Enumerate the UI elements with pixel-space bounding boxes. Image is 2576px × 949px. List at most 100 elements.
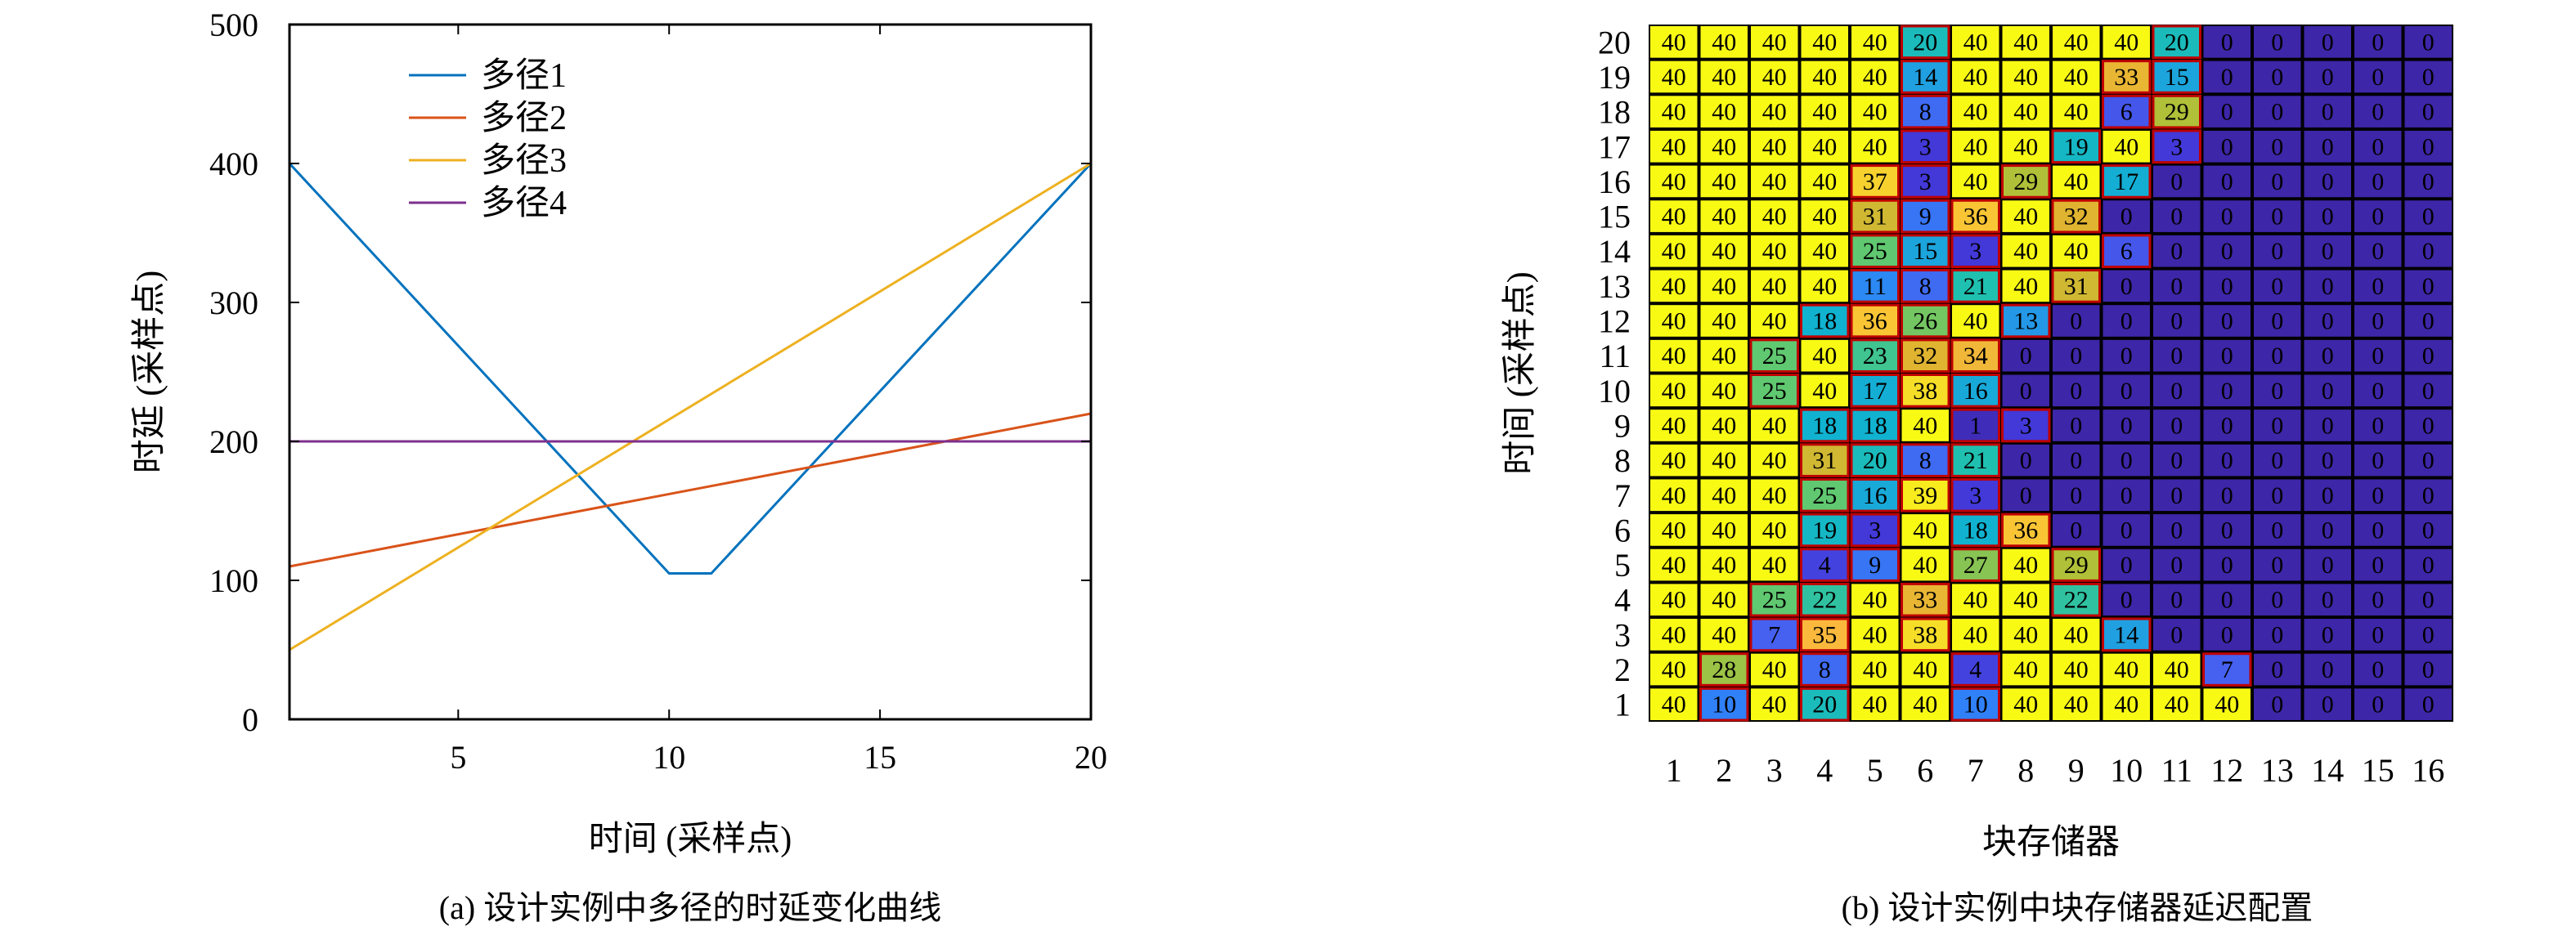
heatmap-cell-value: 9 bbox=[1919, 204, 1932, 231]
heatmap-cell bbox=[1700, 60, 1748, 93]
heatmap-cell-value: 0 bbox=[2221, 308, 2233, 335]
heatmap-cell bbox=[2254, 26, 2301, 58]
heatmap-cell bbox=[1699, 652, 1749, 687]
heatmap-cell bbox=[1851, 619, 1899, 651]
heatmap-cell bbox=[1851, 60, 1899, 93]
heatmap-cell-value: 40 bbox=[1812, 133, 1837, 160]
heatmap-cell-value: 18 bbox=[1812, 308, 1837, 335]
heatmap-cell-value: 0 bbox=[2070, 378, 2082, 405]
heatmap-cell bbox=[2254, 514, 2301, 546]
heatmap-cell bbox=[1850, 164, 1900, 199]
heatmap-cell bbox=[1851, 653, 1899, 686]
heatmap-cell bbox=[2354, 165, 2402, 198]
heatmap-cell bbox=[1901, 410, 1949, 441]
heatmap-cell-value: 40 bbox=[2013, 64, 2038, 91]
heatmap-cell-value: 29 bbox=[2165, 99, 2189, 126]
heatmap-cell bbox=[2103, 374, 2150, 407]
heatmap-cell bbox=[1751, 444, 1798, 477]
heatmap-cell-value: 0 bbox=[2271, 342, 2283, 369]
heatmap-cell bbox=[1650, 584, 1698, 616]
heatmap-cell-value: 0 bbox=[2271, 308, 2283, 335]
heatmap-cell-value: 0 bbox=[2170, 447, 2183, 474]
heatmap-cell-value: 40 bbox=[1762, 692, 1787, 718]
heatmap-cell bbox=[2153, 339, 2201, 372]
heatmap-cell-value: 40 bbox=[1762, 482, 1787, 509]
x-tick-label: 20 bbox=[1075, 739, 1107, 776]
heatmap-cell-value: 40 bbox=[1662, 412, 1686, 439]
heatmap-cell bbox=[1749, 582, 1799, 617]
heatmap-cell-value: 22 bbox=[2064, 587, 2089, 614]
heatmap-cell-value: 40 bbox=[1762, 552, 1787, 579]
heatmap-cell-value: 25 bbox=[1762, 378, 1787, 405]
heatmap-cell-value: 40 bbox=[1863, 656, 1887, 683]
x-tick-label: 1 bbox=[1666, 752, 1682, 789]
legend-label: 多径4 bbox=[481, 185, 567, 222]
y-tick-label: 18 bbox=[1598, 94, 1631, 131]
heatmap-cell bbox=[1650, 60, 1698, 93]
heatmap-cell bbox=[2304, 130, 2351, 163]
heatmap-cell-value: 36 bbox=[2013, 517, 2038, 544]
y-tick-label: 0 bbox=[242, 701, 258, 738]
y-tick-label: 3 bbox=[1614, 616, 1631, 653]
heatmap-cell-value: 3 bbox=[1969, 482, 1981, 509]
heatmap-cell bbox=[2404, 410, 2452, 441]
heatmap-cell-value: 40 bbox=[1712, 273, 1736, 300]
heatmap-cell bbox=[1700, 96, 1748, 128]
x-tick-label: 10 bbox=[653, 739, 685, 776]
heatmap-cell bbox=[2304, 270, 2351, 302]
heatmap-cell-value: 40 bbox=[1662, 99, 1686, 126]
heatmap-cell-value: 0 bbox=[2422, 64, 2435, 91]
x-tick-label: 9 bbox=[2068, 752, 2085, 789]
heatmap-cell bbox=[1851, 130, 1899, 163]
heatmap-cell-value: 40 bbox=[1662, 378, 1686, 405]
heatmap-cell bbox=[2001, 408, 2051, 443]
heatmap-cell-value: 40 bbox=[2064, 99, 2089, 126]
heatmap-cell-value: 0 bbox=[2322, 621, 2334, 648]
heatmap-cell-value: 0 bbox=[2322, 64, 2334, 91]
heatmap-cell bbox=[1801, 200, 1848, 232]
heatmap-cell-value: 0 bbox=[2271, 133, 2283, 160]
heatmap-cell-value: 40 bbox=[1712, 412, 1736, 439]
heatmap-cell bbox=[2404, 339, 2452, 372]
heatmap-cell-value: 0 bbox=[2170, 587, 2183, 614]
heatmap-cell bbox=[1950, 408, 2000, 443]
heatmap-cell bbox=[2404, 26, 2452, 58]
heatmap-cell bbox=[2153, 479, 2201, 512]
heatmap-cell-value: 40 bbox=[1712, 342, 1736, 369]
heatmap-cell bbox=[1901, 234, 1950, 269]
x-tick-label: 13 bbox=[2261, 752, 2294, 789]
heatmap-cell bbox=[1650, 619, 1698, 651]
heatmap-cell-value: 0 bbox=[2422, 168, 2435, 195]
heatmap-cell bbox=[1751, 96, 1798, 128]
heatmap-cell bbox=[1650, 514, 1698, 546]
heatmap-cell-value: 0 bbox=[2422, 587, 2435, 614]
heatmap-cell-value: 0 bbox=[2170, 342, 2183, 369]
heatmap-cell-value: 40 bbox=[1712, 308, 1736, 335]
heatmap-cell-value: 0 bbox=[2120, 517, 2133, 544]
heatmap-cell bbox=[1751, 130, 1798, 163]
heatmap-cell-value: 0 bbox=[2322, 308, 2334, 335]
heatmap-cell bbox=[2254, 479, 2301, 512]
heatmap-cell-value: 0 bbox=[2271, 656, 2283, 683]
heatmap-cell bbox=[1700, 130, 1748, 163]
heatmap-cell-value: 20 bbox=[1863, 447, 1887, 474]
series-line-1 bbox=[288, 162, 1093, 575]
heatmap-cell-value: 0 bbox=[2422, 308, 2435, 335]
heatmap-cell-value: 0 bbox=[2422, 517, 2435, 544]
heatmap-cell-value: 0 bbox=[2322, 168, 2334, 195]
heatmap-cell bbox=[2103, 305, 2150, 337]
y-tick-label: 200 bbox=[209, 423, 258, 460]
heatmap-cell-value: 40 bbox=[1812, 273, 1837, 300]
heatmap-cell-value: 0 bbox=[2372, 447, 2384, 474]
heatmap-cell bbox=[1700, 270, 1748, 302]
heatmap-cell-value: 0 bbox=[2422, 378, 2435, 405]
heatmap-cell bbox=[1800, 477, 1850, 513]
heatmap-cell-value: 0 bbox=[2422, 692, 2435, 718]
heatmap-cell bbox=[1901, 25, 1950, 60]
heatmap-cell bbox=[1901, 94, 1950, 129]
y-tick-label: 12 bbox=[1598, 303, 1631, 340]
heatmap-cell bbox=[2053, 619, 2100, 651]
heatmap-cell-value: 40 bbox=[1712, 238, 1736, 265]
y-tick-label: 300 bbox=[209, 284, 258, 321]
heatmap-cell bbox=[1700, 26, 1748, 58]
